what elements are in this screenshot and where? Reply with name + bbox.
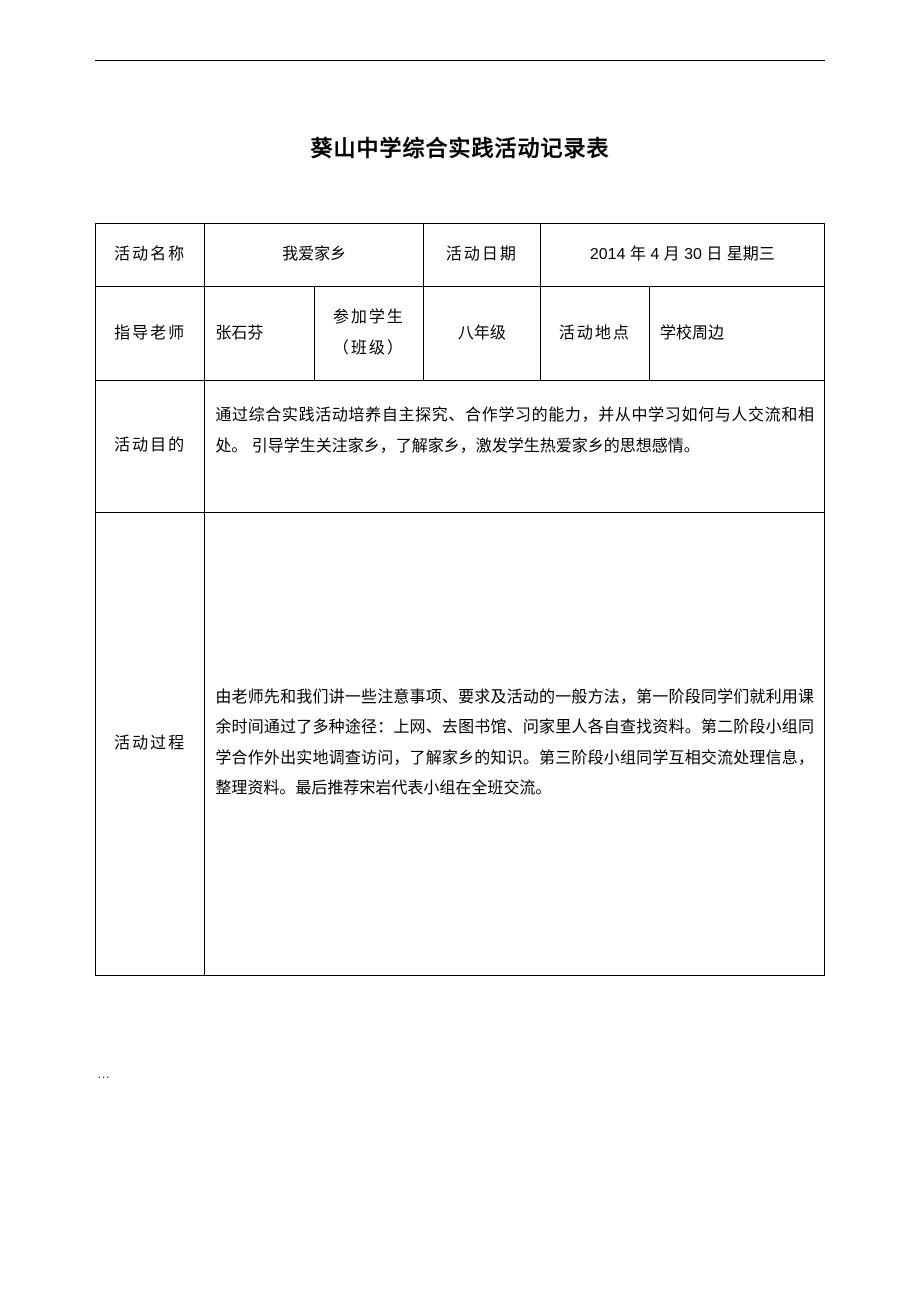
value-instructor: 张石芬 [205, 287, 314, 381]
value-activity-date: 2014 年 4 月 30 日 星期三 [540, 224, 824, 287]
label-participants: 参加学生（班级） [314, 287, 423, 381]
document-title: 葵山中学综合实践活动记录表 [95, 131, 825, 163]
value-process: 由老师先和我们讲一些注意事项、要求及活动的一般方法，第一阶段同学们就利用课余时间… [205, 512, 825, 975]
value-grade: 八年级 [424, 287, 541, 381]
label-process: 活动过程 [96, 512, 205, 975]
label-purpose: 活动目的 [96, 381, 205, 513]
table-row: 指导老师 张石芬 参加学生（班级） 八年级 活动地点 学校周边 [96, 287, 825, 381]
table-row: 活动名称 我爱家乡 活动日期 2014 年 4 月 30 日 星期三 [96, 224, 825, 287]
top-horizontal-rule [95, 60, 825, 61]
record-table: 活动名称 我爱家乡 活动日期 2014 年 4 月 30 日 星期三 指导老师 … [95, 223, 825, 976]
table-row: 活动过程 由老师先和我们讲一些注意事项、要求及活动的一般方法，第一阶段同学们就利… [96, 512, 825, 975]
value-purpose: 通过综合实践活动培养自主探究、合作学习的能力，并从中学习如何与人交流和相处。 引… [205, 381, 825, 513]
label-activity-name: 活动名称 [96, 224, 205, 287]
page-container: 葵山中学综合实践活动记录表 活动名称 我爱家乡 活动日期 2014 年 4 月 … [0, 0, 920, 1121]
label-activity-date: 活动日期 [424, 224, 541, 287]
value-location: 学校周边 [650, 287, 825, 381]
value-activity-name: 我爱家乡 [205, 224, 424, 287]
label-instructor: 指导老师 [96, 287, 205, 381]
table-row: 活动目的 通过综合实践活动培养自主探究、合作学习的能力，并从中学习如何与人交流和… [96, 381, 825, 513]
footer-ellipsis: … [95, 1066, 825, 1081]
label-location: 活动地点 [540, 287, 649, 381]
